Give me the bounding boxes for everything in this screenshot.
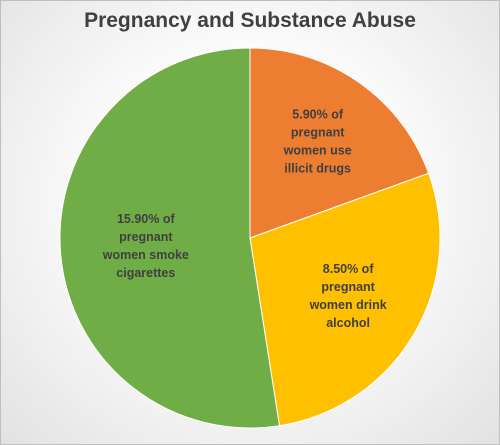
data-label-line: cigarettes <box>116 266 175 280</box>
pie-slice-illicit-drugs <box>249 47 430 239</box>
data-label-alcohol: 8.50% of pregnant women drink alcohol <box>309 262 387 330</box>
data-label-line: pregnant <box>321 280 375 294</box>
data-label-line: women smoke <box>102 248 189 262</box>
data-label-line: alcohol <box>326 316 370 330</box>
data-label-line: pregnant <box>291 126 345 140</box>
data-label-line: women use <box>283 144 352 158</box>
data-label-line: illicit drugs <box>284 162 351 176</box>
data-label-line: 15.90% of <box>117 212 176 226</box>
chart-title: Pregnancy and Substance Abuse <box>84 9 416 32</box>
data-label-line: 5.90% of <box>292 108 344 122</box>
data-label-line: women drink <box>309 298 387 312</box>
data-label-cigarettes: 15.90% of pregnant women smoke cigarettes <box>102 212 189 280</box>
data-label-illicit-drugs: 5.90% of pregnant women use illicit drugs <box>283 108 352 176</box>
pie-slice-cigarettes <box>59 47 281 429</box>
data-label-line: 8.50% of <box>323 262 375 276</box>
pie-slice-alcohol <box>249 172 441 427</box>
data-label-line: pregnant <box>119 230 173 244</box>
